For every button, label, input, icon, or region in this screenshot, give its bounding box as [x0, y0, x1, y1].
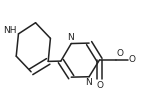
Text: NH: NH [3, 26, 16, 35]
Text: O: O [97, 81, 104, 90]
Text: O: O [129, 55, 136, 64]
Text: O: O [117, 49, 124, 58]
Text: N: N [67, 33, 74, 42]
Text: N: N [85, 78, 92, 87]
